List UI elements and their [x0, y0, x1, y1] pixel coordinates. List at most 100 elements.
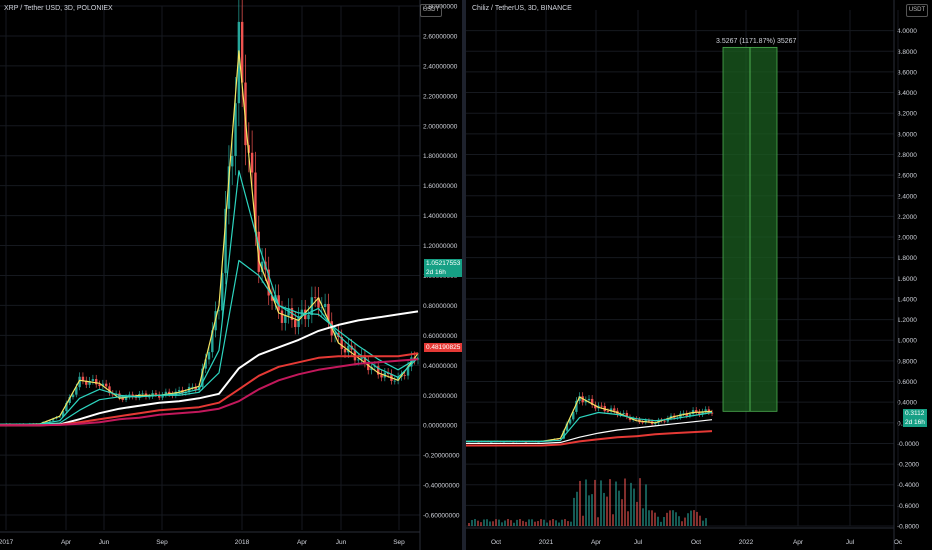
- moving-average-line: [0, 310, 419, 427]
- x-tick-label: Apr: [297, 539, 308, 546]
- y-tick-label: 1.20000000: [423, 243, 458, 250]
- currency-unit-badge[interactable]: USDT: [420, 4, 442, 17]
- candle-body: [682, 413, 685, 414]
- candle-body: [227, 166, 231, 209]
- volume-bar: [486, 519, 488, 526]
- x-tick-label: Oct: [691, 539, 701, 546]
- volume-bar: [600, 480, 602, 526]
- candle-body: [124, 397, 128, 400]
- volume-bar: [702, 520, 704, 526]
- candle-body: [688, 414, 692, 416]
- volume-bar: [519, 519, 521, 526]
- x-tick-label: 2022: [739, 539, 754, 546]
- candle-body: [373, 366, 377, 367]
- currency-unit-badge[interactable]: USDT: [906, 4, 928, 17]
- y-tick-label: 1.4000: [897, 296, 917, 303]
- candle-body: [367, 362, 370, 371]
- candle-body: [294, 319, 297, 328]
- volume-bar: [651, 510, 653, 526]
- volume-bar: [540, 519, 542, 526]
- candle-body: [71, 394, 75, 398]
- volume-bar: [597, 517, 599, 526]
- x-tick-label: Jul: [634, 539, 643, 546]
- volume-bar: [501, 522, 503, 526]
- candle-body: [154, 393, 158, 395]
- x-tick-label: 2018: [235, 539, 250, 546]
- volume-bar: [588, 495, 590, 526]
- volume-bar: [624, 478, 626, 526]
- candle-body: [237, 21, 241, 104]
- ema-price-tag: 0.48190825: [424, 343, 463, 352]
- candle-body: [75, 387, 78, 395]
- y-tick-label: 2.20000000: [423, 93, 458, 100]
- volume-bar: [528, 519, 530, 526]
- y-tick-label: -0.8000: [897, 524, 919, 531]
- volume-bar: [621, 499, 623, 526]
- candle-body: [320, 306, 323, 308]
- bar-countdown: 2d 16h: [905, 419, 925, 426]
- volume-bar: [645, 484, 647, 526]
- volume-bar: [705, 518, 707, 526]
- volume-bar: [615, 481, 617, 526]
- candle-body: [250, 152, 254, 173]
- candle-body: [701, 411, 704, 415]
- candle-body: [524, 441, 528, 443]
- pane-divider[interactable]: [462, 0, 466, 550]
- y-tick-label: 0.6000: [897, 379, 917, 386]
- candle-body: [101, 383, 105, 387]
- volume-bar: [474, 519, 476, 526]
- candle-body: [587, 398, 591, 401]
- chart-pane-xrp[interactable]: 2.80000000 2.60000000 2.40000000 2.20000000…: [0, 0, 463, 550]
- y-tick-label: -0.60000000: [423, 513, 460, 520]
- candle-body: [313, 297, 317, 299]
- volume-bar: [561, 519, 563, 526]
- xrp-chart[interactable]: 2.80000000 2.60000000 2.40000000 2.20000000…: [0, 0, 462, 550]
- candle-body: [578, 396, 581, 401]
- y-tick-label: 1.0000: [897, 338, 917, 345]
- candle-body: [669, 415, 673, 419]
- volume-bar: [654, 512, 656, 526]
- y-tick-label: 2.0000: [897, 235, 917, 242]
- candle-body: [141, 393, 144, 395]
- x-tick-label: Jun: [99, 539, 110, 546]
- moving-average-line: [0, 358, 419, 427]
- chz-chart[interactable]: 4.0000 3.8000 3.6000 3.4000 3.2000 3.0000 2.80…: [466, 0, 932, 550]
- candle-body: [65, 402, 68, 412]
- candle-body: [613, 408, 616, 411]
- y-tick-label: 0.20000000: [423, 393, 458, 400]
- moving-average-line: [0, 259, 419, 425]
- candle-body: [167, 391, 171, 395]
- candle-body: [81, 376, 85, 381]
- candle-body: [224, 208, 227, 274]
- y-tick-label: 1.80000000: [423, 153, 458, 160]
- volume-bar: [468, 523, 470, 526]
- y-tick-label: 3.0000: [897, 131, 917, 138]
- volume-bar: [582, 515, 584, 526]
- x-tick-label: Jun: [336, 539, 347, 546]
- candle-body: [121, 397, 124, 400]
- candle-body: [267, 269, 270, 296]
- volume-bar: [471, 520, 473, 526]
- volume-bar: [495, 519, 497, 526]
- candle-body: [177, 390, 181, 392]
- y-tick-label: 2.2000: [897, 214, 917, 221]
- candle-body: [244, 82, 247, 146]
- candle-body: [95, 379, 98, 385]
- y-tick-label: 0.80000000: [423, 303, 458, 310]
- candle-body: [98, 384, 101, 387]
- candle-body: [58, 416, 61, 418]
- volume-bar: [564, 519, 566, 526]
- candle-body: [340, 337, 343, 350]
- volume-bar: [546, 522, 548, 526]
- chart-pane-chz[interactable]: 4.0000 3.8000 3.6000 3.4000 3.2000 3.0000 2.80…: [466, 0, 932, 550]
- candle-body: [191, 386, 194, 388]
- volume-bar: [492, 521, 494, 526]
- candle-body: [317, 297, 320, 308]
- candle-body: [565, 423, 569, 431]
- volume-bar: [618, 490, 620, 526]
- volume-bar: [699, 515, 701, 526]
- y-tick-label: 2.00000000: [423, 123, 458, 130]
- y-tick-label: -0.4000: [897, 482, 919, 489]
- candle-body: [91, 379, 95, 382]
- candle-body: [396, 376, 400, 381]
